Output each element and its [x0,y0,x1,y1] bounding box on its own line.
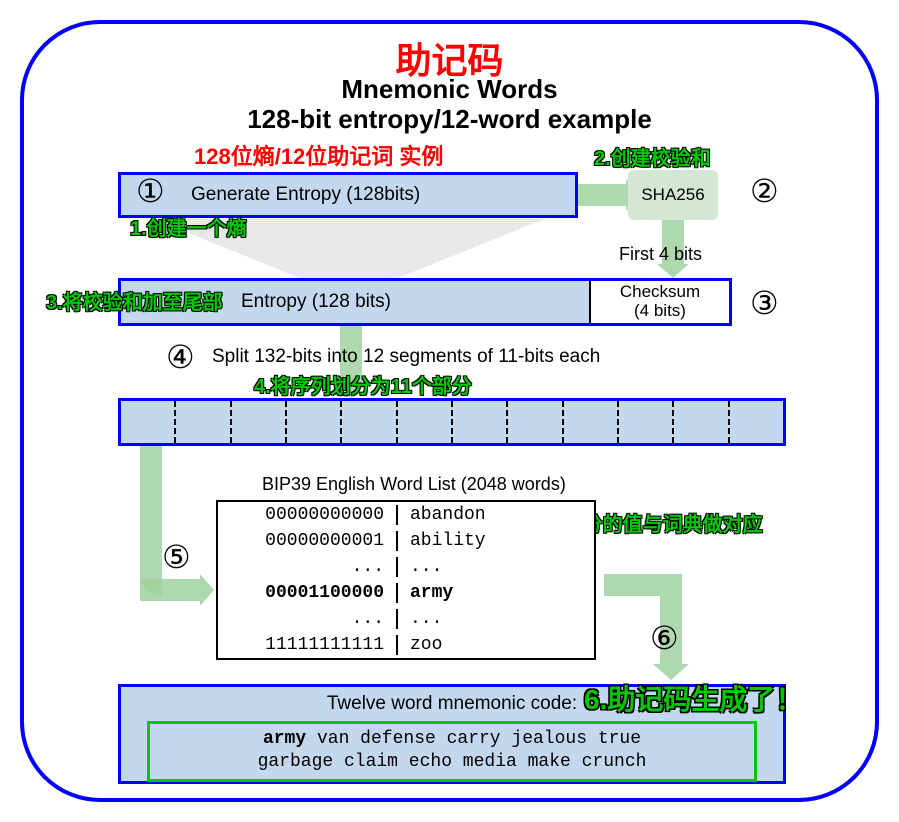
segment-cell [619,401,674,443]
annotation-step4: 4.将序列划分为11个部分 [254,370,472,399]
wordlist-row: 00001100000army [218,580,594,606]
arrow-wordlist-to-result-h [604,574,660,596]
wordlist-title: BIP39 English Word List (2048 words) [262,474,566,495]
step-number-2: ② [750,172,779,210]
wordlist-word: ... [398,609,442,629]
box-sha256: SHA256 [628,170,718,220]
wordlist-word: ... [398,557,442,577]
step-number-5: ⑤ [162,538,191,576]
segment-cell [287,401,342,443]
box-segments [118,398,786,446]
wordlist-word: zoo [398,635,442,655]
step-number-3: ③ [750,284,779,322]
diagram-container: 助记码 Mnemonic Words 128-bit entropy/12-wo… [20,20,879,802]
subtitle-chinese: 128位熵/12位助记词 实例 [194,139,443,171]
wordlist-row: 00000000000abandon [218,502,594,528]
title-english-2: 128-bit entropy/12-word example [24,104,875,135]
title-english-1: Mnemonic Words [24,74,875,105]
segment-cell [398,401,453,443]
mnemonic-words: army van defense carry jealous truegarba… [147,721,757,782]
arrow-segments-to-wordlist-v [140,446,162,596]
wordlist-row: ...... [218,554,594,580]
first-4-bits-label: First 4 bits [619,244,702,265]
split-segments-label: Split 132-bits into 12 segments of 11-bi… [212,346,600,368]
segment-cell [564,401,619,443]
wordlist-code: 11111111111 [218,635,398,655]
segment-cell [121,401,176,443]
annotation-step6: 6.助记码生成了！ [584,678,803,718]
wordlist-row: ...... [218,606,594,632]
arrow-segments-to-wordlist-h [140,579,200,601]
arrow-entropy-to-sha [578,184,626,206]
annotation-step1: 1.创建一个熵 [130,212,247,241]
segment-cell [508,401,563,443]
step-number-4: ④ [166,338,195,376]
segment-cell [232,401,287,443]
segment-cell [453,401,508,443]
segment-cell [730,401,783,443]
wordlist-word: abandon [398,505,486,525]
wordlist-row: 00000000001ability [218,528,594,554]
annotation-step2: 2.创建校验和 [594,142,711,171]
step-number-6: ⑥ [650,619,679,657]
segment-cell [674,401,729,443]
wordlist-code: ... [218,609,398,629]
checksum-text-1: Checksum [620,283,700,302]
wordlist-code: 00000000000 [218,505,398,525]
wordlist-row: 11111111111zoo [218,632,594,658]
checksum-text-2: (4 bits) [634,302,686,321]
wordlist-code: 00000000001 [218,531,398,551]
checksum-label: Checksum (4 bits) [591,281,729,323]
generate-entropy-label: Generate Entropy (128bits) [191,184,420,206]
segment-cell [176,401,231,443]
wordlist-word: ability [398,531,486,551]
wordlist-code: ... [218,557,398,577]
annotation-step3: 3.将校验和加至尾部 [46,286,223,315]
mnemonic-title: Twelve word mnemonic code: [327,693,577,715]
wordlist-word: army [398,583,453,603]
wordlist-code: 00001100000 [218,583,398,603]
wordlist-box: 00000000000abandon00000000001ability....… [216,500,596,660]
step-number-1: ① [136,172,165,210]
segment-cell [342,401,397,443]
